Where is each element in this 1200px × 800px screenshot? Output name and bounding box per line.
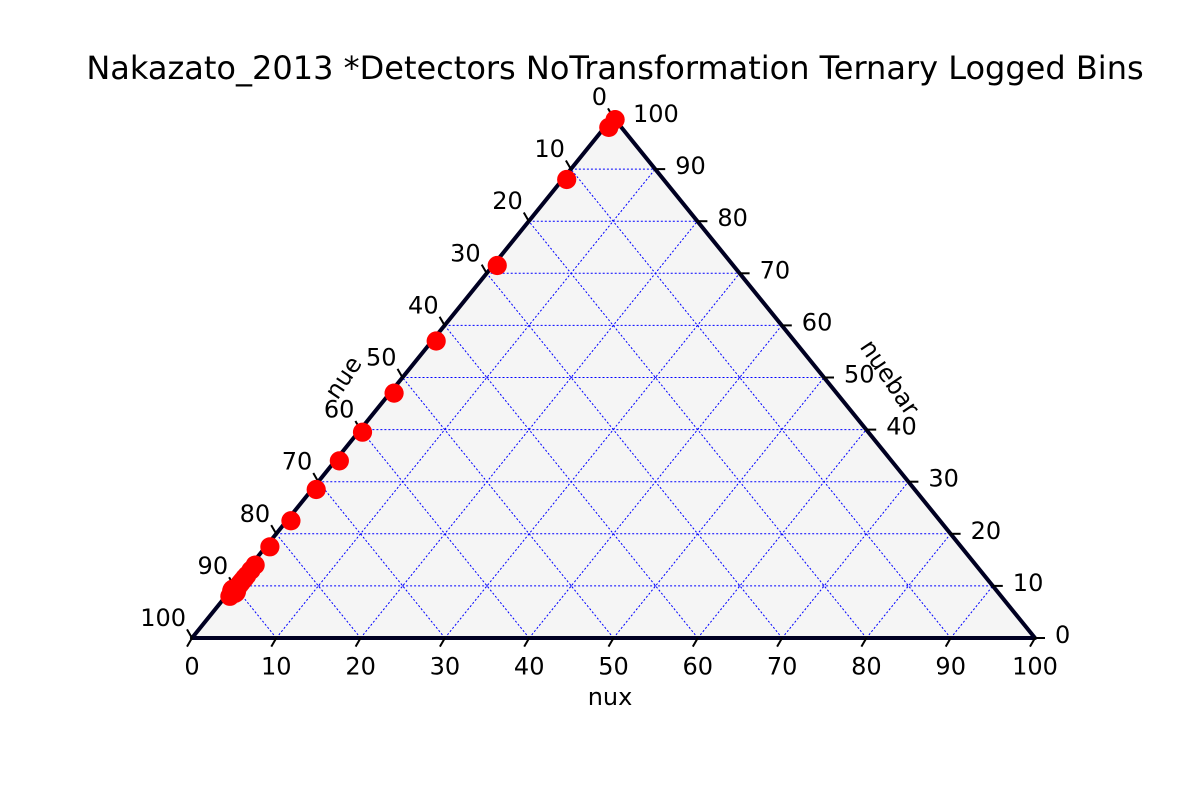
left-axis-tick-label: 10 <box>534 135 565 163</box>
right-axis-tick-label: 30 <box>928 465 959 493</box>
left-axis-tick <box>522 212 530 222</box>
left-axis-tick-label: 0 <box>592 83 607 111</box>
right-axis-tick-label: 100 <box>633 100 679 128</box>
data-point <box>281 511 301 531</box>
grid-line-nux <box>528 325 783 639</box>
grid-line-nux <box>950 585 994 639</box>
left-axis-tick <box>438 316 446 326</box>
left-axis-tick <box>270 524 278 535</box>
bottom-axis-tick <box>186 637 193 648</box>
bottom-axis-tick-label: 20 <box>345 653 376 681</box>
grid-line-nue <box>233 585 277 639</box>
bottom-axis-tick-label: 0 <box>184 653 199 681</box>
grid-line-nue <box>444 325 699 639</box>
data-point <box>487 255 507 276</box>
data-point <box>329 451 349 471</box>
right-axis-tick-label: 70 <box>760 256 791 284</box>
right-axis-tick-label: 50 <box>844 361 875 389</box>
right-axis-tick-label: 0 <box>1055 621 1070 649</box>
chart-title: Nakazato_2013 *Detectors NoTransformatio… <box>86 49 1143 87</box>
bottom-axis-tick <box>1029 637 1036 648</box>
data-point <box>557 169 577 190</box>
bottom-axis-tick-label: 60 <box>683 653 714 681</box>
bottom-axis-tick <box>607 637 615 648</box>
bottom-axis-tick <box>776 637 783 648</box>
grid-line-nux <box>275 168 656 639</box>
left-axis-tick-label: 30 <box>450 239 481 267</box>
left-axis-tick <box>186 628 193 639</box>
bottom-axis-tick <box>523 637 531 648</box>
data-point <box>599 117 619 138</box>
bottom-axis-tick-label: 70 <box>767 653 798 681</box>
bottom-axis-label: nux <box>588 683 633 711</box>
data-point <box>426 331 446 351</box>
bottom-axis-tick <box>354 637 362 648</box>
bottom-axis-tick <box>691 637 699 648</box>
right-axis-tick-label: 90 <box>675 152 706 180</box>
grid-lines <box>233 168 994 639</box>
right-axis-tick-label: 80 <box>717 204 748 232</box>
left-axis-tick-label: 50 <box>366 344 397 372</box>
bottom-axis-tick <box>270 637 278 648</box>
bottom-axis-tick <box>860 637 868 648</box>
axis-ticks: 0 10 20 30 40 50 60 70 80 90 100010203040506070809… <box>140 83 1070 681</box>
right-axis-tick-label: 40 <box>886 413 917 441</box>
data-point <box>352 422 373 442</box>
bottom-axis-tick-label: 10 <box>261 653 292 681</box>
right-axis-tick-label: 60 <box>802 308 833 336</box>
left-axis-tick-label: 60 <box>324 396 355 424</box>
bottom-axis-tick-label: 40 <box>514 653 545 681</box>
left-axis-tick <box>565 159 572 170</box>
left-axis-tick-label: 80 <box>240 500 271 528</box>
left-axis-tick <box>396 368 404 379</box>
grid-line-nux <box>697 429 867 639</box>
bottom-axis-tick-label: 100 <box>1012 653 1058 681</box>
data-points <box>220 110 625 606</box>
data-point <box>222 579 247 604</box>
grid-line-nue <box>570 168 952 639</box>
bottom-axis-tick <box>439 637 446 648</box>
left-axis-tick-label: 20 <box>492 187 523 215</box>
data-point <box>306 479 326 500</box>
left-axis-tick-label: 40 <box>408 291 439 319</box>
left-axis-tick <box>480 264 488 274</box>
left-axis-tick-label: 90 <box>198 552 229 580</box>
bottom-axis-tick-label: 30 <box>430 653 461 681</box>
bottom-axis-tick-label: 80 <box>851 653 882 681</box>
grid-line-nux <box>781 481 909 639</box>
grid-line-nue <box>317 481 446 639</box>
left-axis-tick-label: 70 <box>282 448 313 476</box>
data-point <box>384 383 404 403</box>
bottom-axis-tick-label: 90 <box>935 653 966 681</box>
data-point <box>260 537 280 557</box>
grid-line-nux <box>360 220 698 639</box>
grid-line-nue <box>360 429 530 639</box>
right-axis-tick-label: 10 <box>1013 569 1044 597</box>
left-axis-tick-label: 100 <box>140 604 186 632</box>
bottom-axis-tick <box>944 637 952 648</box>
plot-triangle-background <box>192 117 1035 638</box>
right-axis-tick-label: 20 <box>971 517 1002 545</box>
bottom-axis-tick-label: 50 <box>598 653 629 681</box>
